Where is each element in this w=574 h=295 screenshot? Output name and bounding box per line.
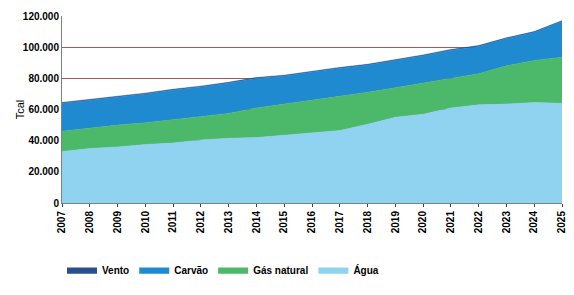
svg-text:2020: 2020	[417, 211, 428, 234]
svg-text:2025: 2025	[556, 211, 567, 234]
svg-text:2010: 2010	[140, 211, 151, 234]
svg-text:60.000: 60.000	[28, 104, 59, 115]
svg-text:Gás natural: Gás natural	[253, 265, 308, 276]
svg-text:2014: 2014	[251, 211, 262, 234]
svg-text:2009: 2009	[112, 211, 123, 234]
svg-text:0: 0	[53, 198, 59, 209]
svg-text:2007: 2007	[56, 211, 67, 234]
svg-text:Vento: Vento	[102, 265, 129, 276]
svg-text:2024: 2024	[528, 211, 539, 234]
svg-text:Carvão: Carvão	[174, 265, 208, 276]
svg-text:2008: 2008	[84, 211, 95, 234]
svg-text:2016: 2016	[306, 211, 317, 234]
svg-text:20.000: 20.000	[28, 166, 59, 177]
svg-text:40.000: 40.000	[28, 135, 59, 146]
svg-text:80.000: 80.000	[28, 73, 59, 84]
svg-text:2022: 2022	[473, 211, 484, 234]
svg-text:2018: 2018	[362, 211, 373, 234]
svg-text:2017: 2017	[334, 211, 345, 234]
svg-text:2019: 2019	[390, 211, 401, 234]
svg-text:2011: 2011	[167, 211, 178, 233]
svg-text:2021: 2021	[445, 211, 456, 234]
svg-text:120.000: 120.000	[23, 11, 60, 22]
svg-text:2023: 2023	[501, 211, 512, 234]
svg-text:Tcal: Tcal	[14, 100, 26, 120]
svg-text:100.000: 100.000	[23, 42, 60, 53]
svg-text:2013: 2013	[223, 211, 234, 234]
svg-text:Água: Água	[353, 264, 378, 276]
svg-text:2012: 2012	[195, 211, 206, 234]
svg-text:2015: 2015	[278, 211, 289, 234]
